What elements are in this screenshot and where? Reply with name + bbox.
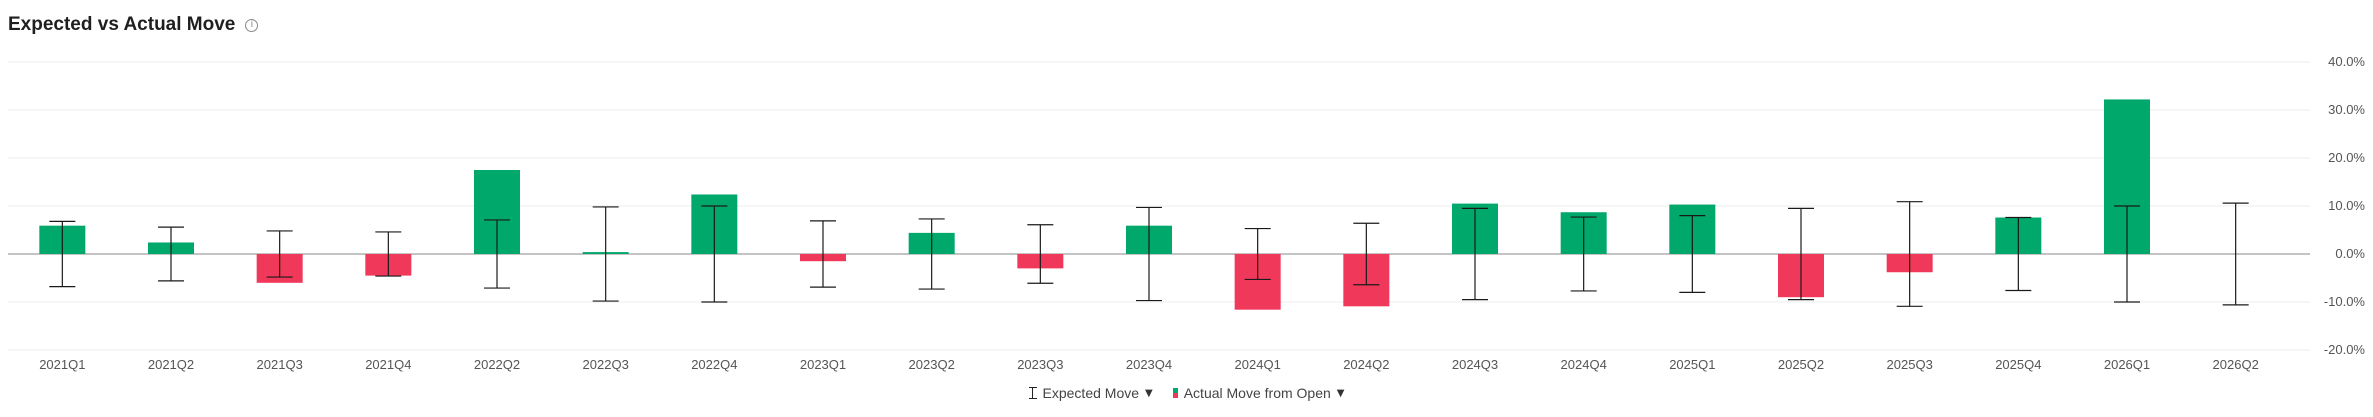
expected-move-errorbar (1896, 201, 1923, 307)
info-circle-icon[interactable]: i (245, 18, 259, 32)
expected-move-errorbar (701, 205, 728, 303)
expected-move-errorbar (1136, 206, 1162, 302)
expected-move-errorbar (1679, 215, 1706, 293)
expected-move-errorbar (158, 226, 184, 282)
y-tick-label: 40.0% (2328, 54, 2365, 69)
expected-move-errorbar (375, 231, 402, 277)
expected-move-errorbar (592, 206, 619, 302)
y-tick-label: -20.0% (2324, 342, 2366, 357)
expected-move-errorbar (2114, 205, 2140, 303)
legend-item-actual-move[interactable]: Actual Move from Open ▼ (1172, 385, 1345, 401)
y-tick-label: 10.0% (2328, 198, 2365, 213)
x-tick-label: 2021Q2 (148, 357, 194, 372)
x-tick-label: 2022Q3 (583, 357, 629, 372)
chart-title: Expected vs Actual Move (8, 14, 236, 35)
x-tick-label: 2026Q1 (2104, 357, 2150, 372)
green-red-bar-icon (1172, 388, 1178, 398)
expected-move-errorbar (484, 219, 510, 289)
chart-header: Expected vs Actual Move i (8, 14, 259, 36)
expected-move-errorbar (2222, 202, 2249, 306)
x-tick-label: 2025Q1 (1669, 357, 1715, 372)
x-tick-label: 2023Q3 (1017, 357, 1063, 372)
expected-move-errorbar (810, 220, 836, 288)
x-tick-label: 2021Q1 (39, 357, 85, 372)
x-tick-label: 2023Q4 (1126, 357, 1172, 372)
legend-label-expected-move: Expected Move (1042, 385, 1140, 401)
expected-move-errorbar (1570, 216, 1597, 292)
x-tick-label: 2022Q2 (474, 357, 520, 372)
expected-move-errorbar (1462, 207, 1488, 301)
y-tick-label: 20.0% (2328, 150, 2365, 165)
legend-item-expected-move[interactable]: Expected Move ▼ (1028, 385, 1153, 401)
x-tick-label: 2021Q3 (257, 357, 303, 372)
expected-move-errorbar (1244, 227, 1271, 281)
x-tick-label: 2024Q2 (1343, 357, 1389, 372)
expected-move-errorbar (1353, 222, 1380, 286)
expected-move-errorbar (49, 220, 76, 288)
x-tick-label: 2023Q1 (800, 357, 846, 372)
x-tick-label: 2025Q3 (1887, 357, 1933, 372)
expected-move-errorbar (1027, 224, 1054, 284)
expected-move-errorbar (2005, 216, 2032, 292)
x-tick-label: 2024Q1 (1235, 357, 1281, 372)
x-tick-label: 2025Q2 (1778, 357, 1824, 372)
error-bar-icon (1028, 387, 1037, 399)
x-tick-label: 2023Q2 (909, 357, 955, 372)
y-tick-label: 30.0% (2328, 102, 2365, 117)
legend-label-actual-move: Actual Move from Open (1183, 385, 1331, 401)
x-tick-label: 2021Q4 (365, 357, 411, 372)
chart-legend: Expected Move ▼ Actual Move from Open ▼ (0, 385, 2373, 401)
caret-down-icon[interactable]: ▼ (1336, 387, 1345, 399)
y-tick-label: 0.0% (2335, 246, 2365, 261)
y-tick-label: -10.0% (2324, 294, 2366, 309)
expected-move-errorbar (918, 218, 945, 290)
x-tick-label: 2024Q3 (1452, 357, 1498, 372)
x-tick-label: 2024Q4 (1561, 357, 1607, 372)
x-tick-label: 2022Q4 (691, 357, 737, 372)
x-tick-label: 2026Q2 (2213, 357, 2259, 372)
expected-move-errorbar (266, 230, 293, 278)
x-tick-label: 2025Q4 (1995, 357, 2041, 372)
expected-move-errorbar (1788, 207, 1814, 301)
caret-down-icon[interactable]: ▼ (1145, 387, 1153, 399)
